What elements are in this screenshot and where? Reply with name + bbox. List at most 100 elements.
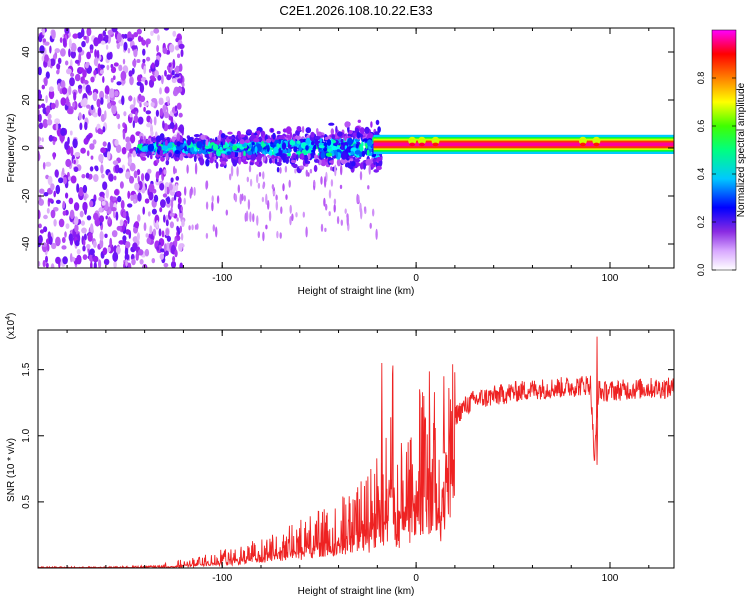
heatmap-cell: [115, 144, 122, 153]
heatmap-cell: [172, 256, 176, 263]
heatmap-cell: [110, 66, 117, 74]
heatmap-cell: [127, 203, 133, 208]
heatmap-cell: [42, 118, 48, 129]
heatmap-cell: [99, 69, 104, 75]
snr-xlabel: Height of straight line (km): [298, 586, 415, 597]
heatmap-cell: [178, 112, 183, 118]
heatmap-cell: [289, 216, 292, 226]
heatmap-cell: [82, 254, 88, 260]
heatmap-cell: [294, 168, 297, 174]
heatmap-cell: [335, 125, 338, 134]
heatmap-cell: [254, 146, 258, 154]
heatmap-cell: [146, 237, 152, 245]
figure-title: C2E1.2026.108.10.22.E33: [279, 3, 432, 18]
heatmap-cell: [70, 50, 77, 59]
heatmap-cell: [296, 151, 300, 155]
heatmap-cell: [293, 136, 296, 142]
heatmap-cell: [166, 196, 171, 205]
heatmap-cell: [151, 136, 154, 142]
heatmap-cell: [257, 231, 260, 239]
heatmap-cell: [141, 39, 147, 46]
heatmap-cell: [156, 153, 160, 158]
heatmap-cell: [160, 199, 166, 208]
heatmap-cell: [116, 32, 122, 43]
heatmap-cell: [157, 145, 162, 151]
heatmap-cell: [82, 83, 86, 90]
heatmap-cell: [85, 172, 90, 179]
heatmap-cell: [62, 256, 68, 265]
heatmap-cell: [260, 143, 266, 147]
heatmap-cell: [253, 138, 260, 143]
heatmap-cell: [77, 219, 82, 225]
heatmap-cell: [186, 164, 189, 174]
heatmap-cell: [376, 156, 383, 162]
heatmap-cell: [178, 124, 185, 134]
heatmap-cell: [117, 195, 122, 203]
heatmap-cell: [333, 203, 336, 213]
heatmap-cell: [372, 158, 377, 163]
heatmap-cell: [141, 173, 145, 182]
heatmap-cell: [269, 157, 272, 164]
heatmap-cell: [278, 147, 282, 156]
heatmap-cell: [99, 90, 105, 100]
heatmap-cell: [432, 142, 439, 147]
heatmap-cell: [43, 192, 49, 197]
heatmap-cell: [133, 47, 138, 58]
heatmap-cell: [170, 199, 174, 209]
heatmap-cell: [64, 141, 69, 151]
heatmap-cell: [220, 133, 226, 139]
heatmap-cell: [153, 194, 159, 203]
heatmap-cell: [89, 143, 95, 150]
heatmap-cell: [164, 185, 167, 196]
heatmap-cell: [133, 31, 139, 38]
heatmap-cell: [373, 169, 380, 173]
heatmap-cell: [117, 123, 121, 130]
colorbar-label: Normalized spectral amplitude: [736, 82, 747, 217]
heatmap-cell: [132, 59, 137, 67]
heatmap-cell: [38, 223, 42, 229]
heatmap-cell: [347, 137, 354, 146]
heatmap-cell: [363, 206, 367, 212]
heatmap-cell: [146, 122, 152, 128]
heatmap-cell: [109, 237, 113, 248]
heatmap-cell: [156, 45, 160, 53]
heatmap-cell: [55, 236, 61, 247]
heatmap-cell: [177, 196, 182, 205]
heatmap-cell: [417, 136, 426, 145]
heatmap-cell: [48, 198, 54, 203]
spectrogram-panel: -100 0 100 -40 -20 0 20 40 Height of straight l…: [6, 27, 675, 297]
heatmap-cell: [340, 164, 343, 176]
heatmap-cell: [85, 84, 91, 94]
heatmap-cell: [184, 145, 187, 152]
y-tick-label: 1.5: [21, 362, 32, 376]
heatmap-cell: [180, 206, 183, 212]
heatmap-cell: [79, 122, 83, 131]
heatmap-cell: [165, 139, 168, 146]
heatmap-cell: [96, 98, 101, 108]
heatmap-cell: [45, 105, 51, 114]
heatmap-cell: [143, 222, 147, 232]
heatmap-cell: [74, 152, 81, 157]
heatmap-cell: [86, 51, 91, 60]
snr-scale-suffix: ): [6, 313, 17, 316]
heatmap-cell: [89, 248, 95, 256]
colorbar: 0.0 0.2 0.4 0.6 0.8 Normalized spectral ampl…: [696, 29, 747, 277]
heatmap-cell: [194, 224, 198, 230]
heatmap-cell: [142, 145, 148, 150]
heatmap-cell: [38, 122, 44, 130]
svg-text:(x104): (x104): [5, 313, 17, 340]
heatmap-cell: [344, 208, 347, 214]
heatmap-cell: [290, 159, 297, 164]
heatmap-cell: [133, 97, 136, 107]
heatmap-cell: [93, 174, 99, 182]
heatmap-cell: [171, 78, 177, 84]
heatmap-cell: [42, 28, 45, 36]
heatmap-cell: [38, 93, 43, 101]
heatmap-cell: [150, 154, 153, 160]
colorbar-tick-label: 0.0: [696, 264, 706, 277]
heatmap-cell: [46, 118, 53, 126]
heatmap-cell: [324, 227, 327, 232]
heatmap-cell: [90, 261, 93, 268]
heatmap-cell: [83, 35, 87, 40]
heatmap-cell: [295, 129, 300, 137]
